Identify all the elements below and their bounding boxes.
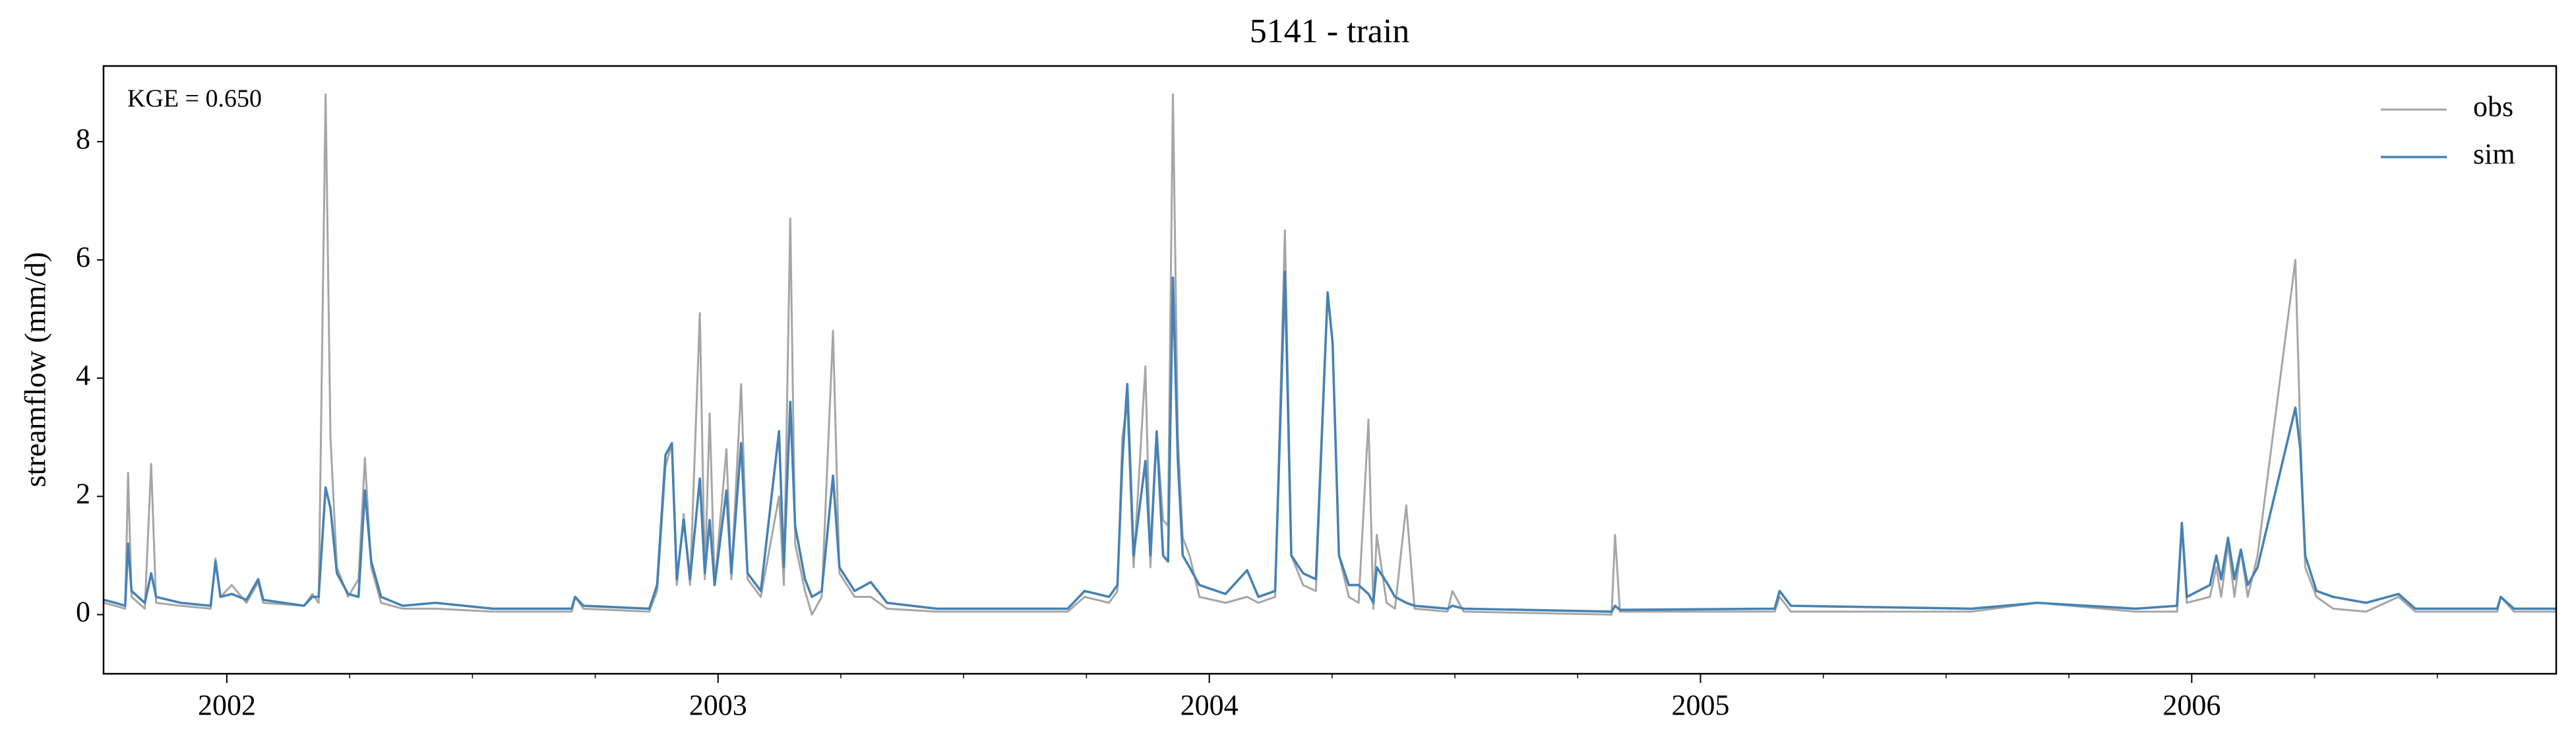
x-tick-label: 2002: [198, 689, 256, 721]
y-tick-label: 6: [76, 241, 90, 273]
x-tick-label: 2005: [1671, 689, 1729, 721]
y-tick-label: 8: [76, 123, 90, 155]
y-axis-label: streamflow (mm/d): [18, 252, 52, 487]
x-tick-label: 2004: [1181, 689, 1239, 721]
y-tick-label: 2: [76, 477, 90, 509]
annotation: KGE = 0.650: [127, 85, 262, 113]
y-tick-label: 4: [76, 359, 90, 391]
legend-label: sim: [2473, 138, 2515, 170]
series-line: [104, 93, 2556, 616]
series-line: [104, 271, 2556, 613]
chart-title: 5141 - train: [1250, 13, 1410, 50]
legend-label: obs: [2473, 90, 2513, 123]
x-tick-label: 2006: [2162, 689, 2221, 721]
x-tick-label: 2003: [689, 689, 747, 721]
plot-frame: [102, 65, 2558, 675]
y-tick-label: 0: [76, 596, 90, 628]
plot-lines: [104, 93, 2556, 616]
